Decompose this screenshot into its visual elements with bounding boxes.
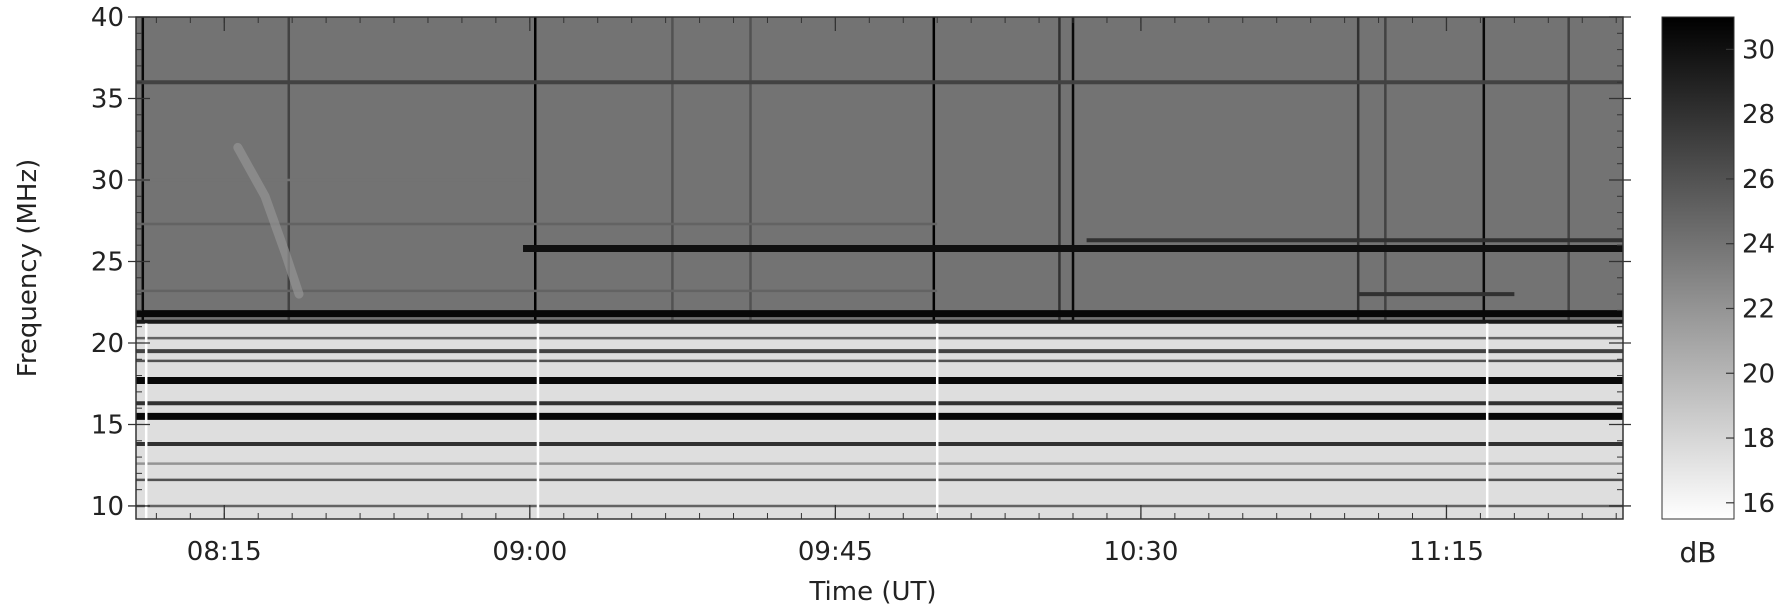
upper-band-background <box>136 17 1623 324</box>
colorbar-tick-label: 18 <box>1742 424 1774 454</box>
colorbar-tick-label: 22 <box>1742 294 1774 324</box>
lower-band-background <box>136 323 1623 519</box>
colorbar-tick-label: 24 <box>1742 230 1774 260</box>
y-tick-label: 30 <box>91 166 124 196</box>
spectrogram-heatmap <box>136 17 1623 519</box>
y-axis: 10 15 20 25 30 35 40 <box>91 3 1631 522</box>
y-axis-label: Frequency (MHz) <box>13 159 43 378</box>
y-tick-label: 20 <box>91 329 124 359</box>
x-axis-label: Time (UT) <box>808 577 936 605</box>
drifting-burst <box>233 142 304 299</box>
y-tick-label: 10 <box>91 492 124 522</box>
y-tick-label: 15 <box>91 410 124 440</box>
colorbar-tick-label: 30 <box>1742 35 1774 65</box>
y-tick-label: 40 <box>91 3 124 33</box>
plot-frame <box>135 16 1624 520</box>
colorbar-gradient <box>1661 16 1735 520</box>
colorbar-label: dB <box>1680 536 1717 569</box>
y-tick-label: 35 <box>91 84 124 114</box>
colorbar-tick-label: 20 <box>1742 359 1774 389</box>
colorbar: 16 18 20 22 24 26 28 30 dB <box>1661 16 1774 569</box>
x-tick-label: 09:45 <box>798 537 873 567</box>
colorbar-tick-label: 28 <box>1742 100 1774 130</box>
x-tick-label: 09:00 <box>492 537 567 567</box>
x-tick-label: 10:30 <box>1103 537 1178 567</box>
x-axis: 08:15 09:00 09:45 10:30 11:15 <box>155 17 1617 567</box>
colorbar-axis: 16 18 20 22 24 26 28 30 <box>1726 35 1774 519</box>
x-tick-label: 08:15 <box>187 537 262 567</box>
x-tick-label: 11:15 <box>1409 537 1484 567</box>
colorbar-tick-label: 16 <box>1742 489 1774 519</box>
colorbar-tick-label: 26 <box>1742 165 1774 195</box>
spectrogram-features <box>136 17 1623 519</box>
y-tick-label: 25 <box>91 247 124 277</box>
